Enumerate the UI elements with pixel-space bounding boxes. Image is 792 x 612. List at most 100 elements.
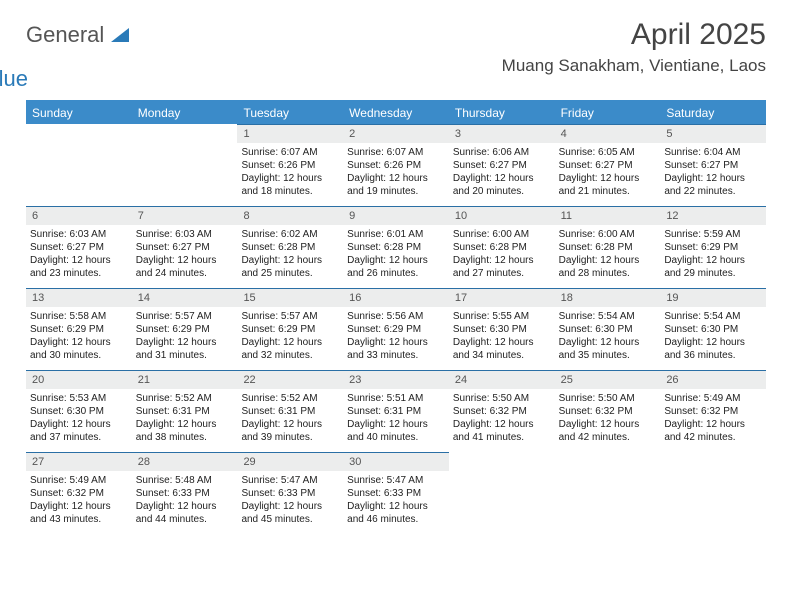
sunset-text: Sunset: 6:32 PM — [559, 405, 657, 418]
sunset-text: Sunset: 6:32 PM — [664, 405, 762, 418]
calendar-cell: 8Sunrise: 6:02 AMSunset: 6:28 PMDaylight… — [237, 206, 343, 288]
day-header: Monday — [132, 102, 238, 124]
sunrise-text: Sunrise: 6:03 AM — [136, 228, 234, 241]
dl2-text: and 22 minutes. — [664, 185, 762, 198]
day-number: 28 — [132, 452, 238, 471]
calendar-cell — [26, 124, 132, 206]
dl2-text: and 45 minutes. — [241, 513, 339, 526]
sunset-text: Sunset: 6:28 PM — [347, 241, 445, 254]
calendar-cell — [449, 452, 555, 534]
logo-sail-icon — [111, 28, 129, 42]
sunset-text: Sunset: 6:27 PM — [559, 159, 657, 172]
day-number: 10 — [449, 206, 555, 225]
sunset-text: Sunset: 6:28 PM — [241, 241, 339, 254]
dl1-text: Daylight: 12 hours — [347, 418, 445, 431]
dl1-text: Daylight: 12 hours — [559, 172, 657, 185]
day-number: 9 — [343, 206, 449, 225]
calendar-cell: 13Sunrise: 5:58 AMSunset: 6:29 PMDayligh… — [26, 288, 132, 370]
dl2-text: and 39 minutes. — [241, 431, 339, 444]
day-number: 20 — [26, 370, 132, 389]
sunrise-text: Sunrise: 5:59 AM — [664, 228, 762, 241]
title-block: April 2025 Muang Sanakham, Vientiane, La… — [502, 18, 766, 76]
sunset-text: Sunset: 6:28 PM — [453, 241, 551, 254]
day-header: Sunday — [26, 102, 132, 124]
sunset-text: Sunset: 6:26 PM — [347, 159, 445, 172]
dl2-text: and 46 minutes. — [347, 513, 445, 526]
calendar-cell: 5Sunrise: 6:04 AMSunset: 6:27 PMDaylight… — [660, 124, 766, 206]
dl2-text: and 40 minutes. — [347, 431, 445, 444]
day-header-row: Sunday Monday Tuesday Wednesday Thursday… — [26, 102, 766, 124]
day-number: 8 — [237, 206, 343, 225]
day-number: 29 — [237, 452, 343, 471]
calendar-cell: 14Sunrise: 5:57 AMSunset: 6:29 PMDayligh… — [132, 288, 238, 370]
sunset-text: Sunset: 6:27 PM — [664, 159, 762, 172]
sunset-text: Sunset: 6:26 PM — [241, 159, 339, 172]
sunset-text: Sunset: 6:33 PM — [347, 487, 445, 500]
dl1-text: Daylight: 12 hours — [559, 418, 657, 431]
sunset-text: Sunset: 6:29 PM — [664, 241, 762, 254]
dl2-text: and 26 minutes. — [347, 267, 445, 280]
location-label: Muang Sanakham, Vientiane, Laos — [502, 56, 766, 76]
dl2-text: and 29 minutes. — [664, 267, 762, 280]
dl1-text: Daylight: 12 hours — [453, 172, 551, 185]
sunset-text: Sunset: 6:27 PM — [453, 159, 551, 172]
sunrise-text: Sunrise: 5:49 AM — [30, 474, 128, 487]
sunrise-text: Sunrise: 6:06 AM — [453, 146, 551, 159]
sunrise-text: Sunrise: 5:57 AM — [241, 310, 339, 323]
dl1-text: Daylight: 12 hours — [664, 418, 762, 431]
calendar-cell: 19Sunrise: 5:54 AMSunset: 6:30 PMDayligh… — [660, 288, 766, 370]
logo-text-blue: Blue — [0, 66, 129, 92]
calendar-cell: 27Sunrise: 5:49 AMSunset: 6:32 PMDayligh… — [26, 452, 132, 534]
sunset-text: Sunset: 6:30 PM — [559, 323, 657, 336]
sunrise-text: Sunrise: 5:47 AM — [241, 474, 339, 487]
calendar-cell: 7Sunrise: 6:03 AMSunset: 6:27 PMDaylight… — [132, 206, 238, 288]
dl2-text: and 31 minutes. — [136, 349, 234, 362]
calendar-cell: 25Sunrise: 5:50 AMSunset: 6:32 PMDayligh… — [555, 370, 661, 452]
dl1-text: Daylight: 12 hours — [347, 336, 445, 349]
calendar-cell: 24Sunrise: 5:50 AMSunset: 6:32 PMDayligh… — [449, 370, 555, 452]
dl1-text: Daylight: 12 hours — [241, 172, 339, 185]
sunset-text: Sunset: 6:32 PM — [453, 405, 551, 418]
sunrise-text: Sunrise: 5:47 AM — [347, 474, 445, 487]
sunrise-text: Sunrise: 5:50 AM — [559, 392, 657, 405]
sunset-text: Sunset: 6:31 PM — [136, 405, 234, 418]
sunrise-text: Sunrise: 5:58 AM — [30, 310, 128, 323]
sunset-text: Sunset: 6:31 PM — [241, 405, 339, 418]
sunset-text: Sunset: 6:27 PM — [30, 241, 128, 254]
sunset-text: Sunset: 6:29 PM — [136, 323, 234, 336]
sunrise-text: Sunrise: 6:00 AM — [453, 228, 551, 241]
dl2-text: and 25 minutes. — [241, 267, 339, 280]
calendar-cell — [555, 452, 661, 534]
dl2-text: and 35 minutes. — [559, 349, 657, 362]
dl2-text: and 27 minutes. — [453, 267, 551, 280]
day-number: 26 — [660, 370, 766, 389]
day-number: 3 — [449, 124, 555, 143]
dl2-text: and 21 minutes. — [559, 185, 657, 198]
dl2-text: and 19 minutes. — [347, 185, 445, 198]
day-header: Tuesday — [237, 102, 343, 124]
dl1-text: Daylight: 12 hours — [347, 254, 445, 267]
sunset-text: Sunset: 6:31 PM — [347, 405, 445, 418]
logo-text-general: General — [26, 22, 104, 47]
week-row: 13Sunrise: 5:58 AMSunset: 6:29 PMDayligh… — [26, 288, 766, 370]
sunset-text: Sunset: 6:30 PM — [30, 405, 128, 418]
dl1-text: Daylight: 12 hours — [241, 254, 339, 267]
sunset-text: Sunset: 6:29 PM — [347, 323, 445, 336]
dl2-text: and 23 minutes. — [30, 267, 128, 280]
sunset-text: Sunset: 6:29 PM — [30, 323, 128, 336]
day-number: 19 — [660, 288, 766, 307]
day-number: 5 — [660, 124, 766, 143]
week-row: 27Sunrise: 5:49 AMSunset: 6:32 PMDayligh… — [26, 452, 766, 534]
dl1-text: Daylight: 12 hours — [136, 336, 234, 349]
dl2-text: and 37 minutes. — [30, 431, 128, 444]
dl2-text: and 42 minutes. — [559, 431, 657, 444]
dl1-text: Daylight: 12 hours — [241, 500, 339, 513]
dl2-text: and 38 minutes. — [136, 431, 234, 444]
dl1-text: Daylight: 12 hours — [559, 254, 657, 267]
sunrise-text: Sunrise: 6:05 AM — [559, 146, 657, 159]
calendar-cell: 2Sunrise: 6:07 AMSunset: 6:26 PMDaylight… — [343, 124, 449, 206]
dl2-text: and 41 minutes. — [453, 431, 551, 444]
sunset-text: Sunset: 6:28 PM — [559, 241, 657, 254]
dl2-text: and 30 minutes. — [30, 349, 128, 362]
calendar-cell: 22Sunrise: 5:52 AMSunset: 6:31 PMDayligh… — [237, 370, 343, 452]
